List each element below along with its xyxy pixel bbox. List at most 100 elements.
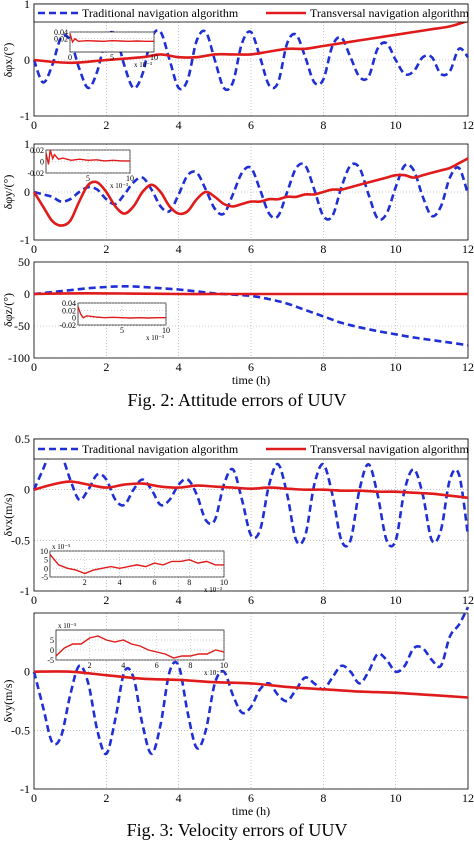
series-traditional-line bbox=[33, 284, 469, 347]
inset-y-tick-label: 0.02 bbox=[30, 146, 44, 155]
inset-x-exponent: x 10⁻³ bbox=[204, 586, 222, 594]
series-traditional-line bbox=[32, 446, 470, 548]
inset-y-tick-label: 0 bbox=[40, 158, 44, 167]
inset-x-tick-label: 4 bbox=[118, 578, 122, 587]
x-tick-label: 8 bbox=[320, 360, 326, 374]
x-tick-label: 10 bbox=[390, 593, 402, 607]
inset-y-tick-label: -5 bbox=[41, 573, 48, 582]
inset-x-tick-label: 0 bbox=[68, 53, 72, 62]
series-transversal-line bbox=[33, 19, 469, 65]
inset-series-line bbox=[77, 306, 166, 319]
y-tick-label: 0 bbox=[24, 53, 30, 67]
inset-x-tick-label: 10 bbox=[220, 578, 228, 587]
inset-panel-2: 5 10 0.040.020-0.02 x 10⁻³ bbox=[59, 299, 170, 342]
y-tick-label: -50 bbox=[14, 319, 30, 333]
inset-y-tick-label: 0 bbox=[50, 646, 54, 655]
inset-y-tick-label: 0.04 bbox=[62, 299, 76, 308]
x-tick-label: 0 bbox=[31, 118, 37, 132]
inset-series-line bbox=[69, 33, 154, 44]
inset-x-tick-label: 6 bbox=[152, 578, 156, 587]
x-tick-label: 2 bbox=[103, 791, 109, 805]
y-tick-label: -1 bbox=[20, 233, 30, 247]
figure-caption-attitude: Fig. 2: Attitude errors of UUV bbox=[127, 390, 347, 410]
inset-x-exponent: x 10⁻³ bbox=[110, 182, 128, 190]
inset-panel-4: 2 4 6 8 10 50-5 x 10⁻³ x 10⁻⁵ bbox=[47, 622, 228, 677]
inset-series-line bbox=[49, 554, 224, 575]
inset-x-tick-label: 6 bbox=[155, 661, 159, 670]
inset-y-tick-label: 0.02 bbox=[62, 306, 76, 315]
x-tick-label: 10 bbox=[390, 242, 402, 256]
inset-x-tick-label: 2 bbox=[88, 661, 92, 670]
x-tick-label: 12 bbox=[462, 242, 474, 256]
inset-series-line bbox=[45, 149, 130, 165]
inset-x-tick-label: 10 bbox=[150, 53, 158, 62]
inset-series-line bbox=[55, 635, 225, 659]
x-tick-label: 10 bbox=[390, 118, 402, 132]
legend-0: Traditional navigation algorithm Transver… bbox=[33, 3, 470, 23]
inset-y-tick-label: 0 bbox=[44, 564, 48, 573]
x-tick-label: 12 bbox=[462, 360, 474, 374]
inset-y-tick-label: 10 bbox=[40, 547, 48, 556]
series-transversal-line bbox=[33, 480, 469, 500]
inset-x-tick-label: 5 bbox=[110, 53, 114, 62]
x-tick-label: 0 bbox=[31, 360, 37, 374]
inset-x-tick-label: 4 bbox=[121, 661, 125, 670]
x-tick-label: 4 bbox=[176, 360, 182, 374]
y-tick-label: 0 bbox=[24, 185, 30, 199]
x-tick-label: 8 bbox=[320, 242, 326, 256]
legend-traditional-label: Traditional navigation algorithm bbox=[82, 6, 239, 20]
legend-box bbox=[33, 3, 469, 23]
figure-caption-velocity: Fig. 3: Velocity errors of UUV bbox=[126, 820, 348, 840]
y-tick-label: 0 bbox=[24, 483, 30, 497]
x-tick-label: 10 bbox=[390, 360, 402, 374]
legend-1: Traditional navigation algorithm Transver… bbox=[33, 438, 470, 460]
x-axis-label: time (h) bbox=[232, 373, 270, 387]
x-axis-label: time (h) bbox=[232, 804, 270, 818]
inset-frame bbox=[49, 550, 225, 578]
inset-y-tick-label: -5 bbox=[47, 656, 54, 665]
inset-x-tick-label: 10 bbox=[220, 661, 228, 670]
x-tick-label: 6 bbox=[248, 118, 254, 132]
legend-transversal-label: Transversal navigation algorithm bbox=[310, 6, 470, 20]
series-transversal-line bbox=[33, 670, 469, 699]
x-tick-label: 6 bbox=[248, 791, 254, 805]
y-tick-label: 0 bbox=[24, 287, 30, 301]
inset-y-tick-label: 5 bbox=[50, 636, 54, 645]
y-tick-label: -0.5 bbox=[11, 533, 30, 547]
inset-y-exponent: x 10⁻⁵ bbox=[58, 622, 77, 630]
inset-x-tick-label: 5 bbox=[86, 174, 90, 183]
x-tick-label: 0 bbox=[31, 593, 37, 607]
x-tick-label: 2 bbox=[103, 242, 109, 256]
series-traditional-line bbox=[33, 162, 470, 222]
inset-x-exponent: x 10⁻³ bbox=[204, 669, 222, 677]
x-tick-label: 8 bbox=[320, 118, 326, 132]
inset-y-tick-label: 0.02 bbox=[54, 35, 68, 44]
x-tick-label: 4 bbox=[176, 242, 182, 256]
y-tick-label: -1 bbox=[20, 584, 30, 598]
y-tick-label: -0.5 bbox=[11, 723, 30, 737]
inset-y-exponent: x 10⁻⁵ bbox=[52, 543, 71, 551]
inset-x-tick-label: 8 bbox=[187, 578, 191, 587]
x-tick-label: 12 bbox=[462, 593, 474, 607]
y-tick-label: -100 bbox=[8, 351, 30, 365]
y-axis-label: δφy/(°) bbox=[1, 175, 15, 210]
plot-frame bbox=[33, 612, 469, 790]
x-tick-label: 6 bbox=[248, 593, 254, 607]
legend-box bbox=[33, 438, 469, 460]
legend-traditional-label: Traditional navigation algorithm bbox=[82, 442, 239, 456]
series-traditional-line bbox=[32, 606, 470, 756]
x-tick-label: 0 bbox=[31, 791, 37, 805]
y-axis-label: δvx(m/s) bbox=[1, 494, 15, 537]
inset-y-tick-label: 5 bbox=[44, 556, 48, 565]
y-tick-label: -1 bbox=[20, 109, 30, 123]
x-tick-label: 8 bbox=[320, 791, 326, 805]
inset-x-tick-label: 2 bbox=[83, 578, 87, 587]
x-tick-label: 4 bbox=[176, 118, 182, 132]
chart-panel-2: 0 2 4 6 8 10 12 50 0 -50 -100 δφz/(°) time (h) 5 10 0.0… bbox=[1, 255, 474, 387]
x-tick-label: 2 bbox=[103, 360, 109, 374]
y-axis-label: δφz/(°) bbox=[1, 293, 15, 327]
x-tick-label: 2 bbox=[103, 593, 109, 607]
